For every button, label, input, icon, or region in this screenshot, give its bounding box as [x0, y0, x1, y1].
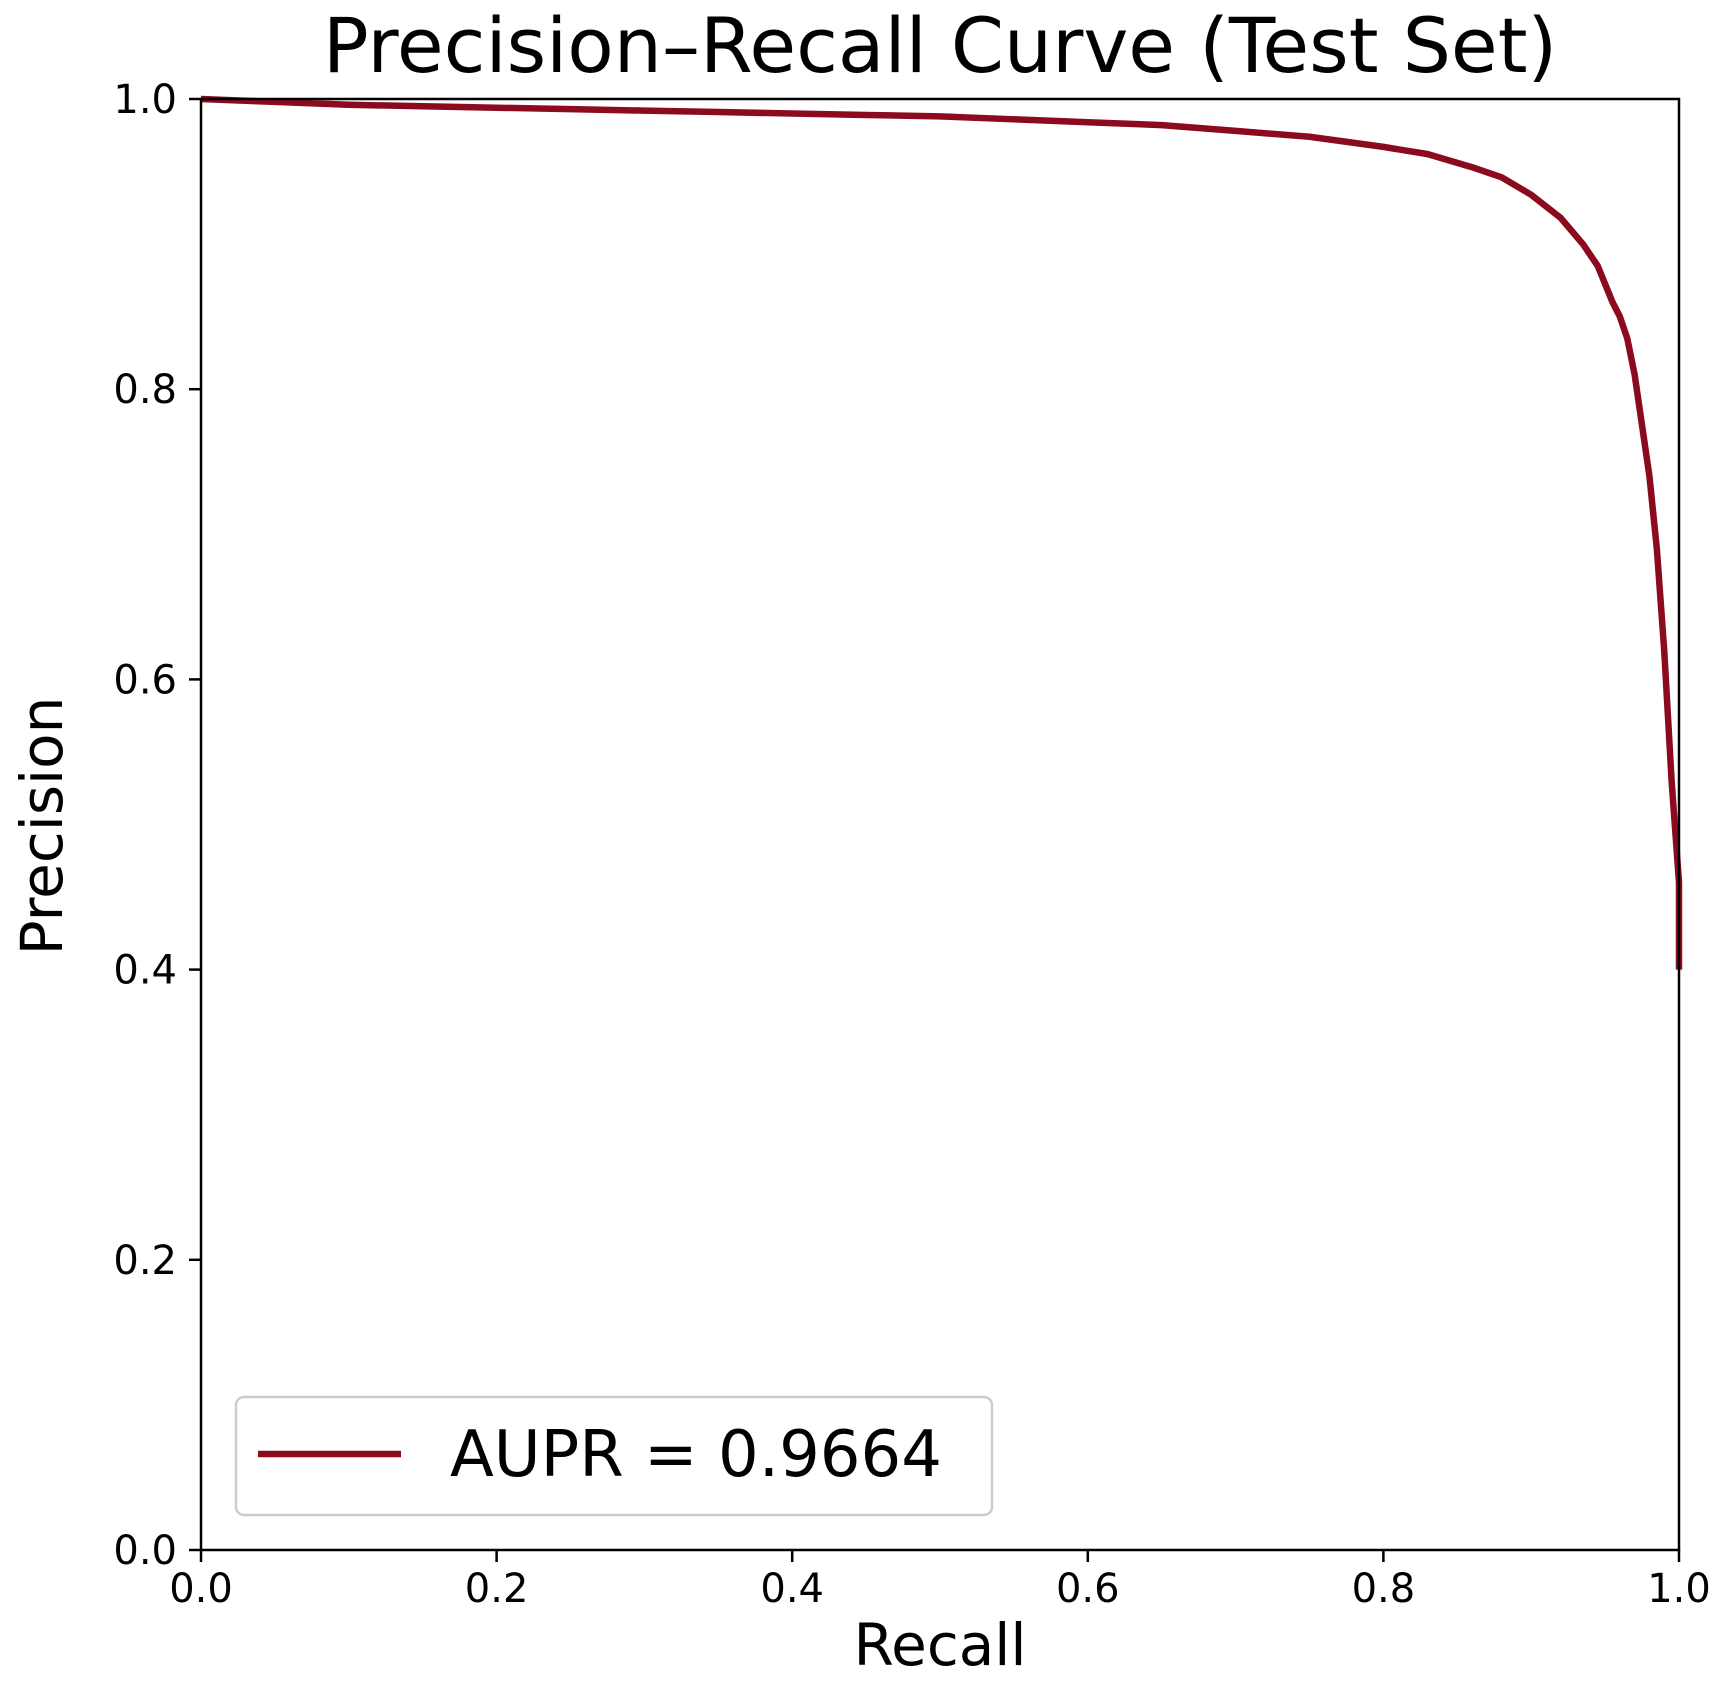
x-axis-label: Recall	[853, 1611, 1026, 1679]
x-tick-label: 0.4	[760, 1566, 824, 1612]
y-axis-ticks: 0.0 0.2 0.4 0.6 0.8 1.0	[113, 77, 201, 1574]
legend: AUPR = 0.9664	[234, 1395, 994, 1517]
x-tick-label: 0.0	[169, 1566, 233, 1612]
x-tick-label: 0.8	[1352, 1566, 1416, 1612]
plot-frame	[199, 97, 1681, 1552]
pr-curve-line	[200, 95, 1683, 970]
y-tick-label: 0.6	[113, 657, 177, 703]
chart-title: Precision–Recall Curve (Test Set)	[323, 1, 1557, 90]
y-tick-label: 0.4	[113, 948, 177, 994]
x-axis-ticks: 0.0 0.2 0.4 0.6 0.8 1.0	[169, 1550, 1711, 1612]
x-tick-label: 1.0	[1647, 1566, 1711, 1612]
y-tick-label: 0.8	[113, 367, 177, 413]
y-axis-label: Precision	[8, 697, 76, 956]
x-tick-label: 0.6	[1056, 1566, 1120, 1612]
y-tick-label: 1.0	[113, 77, 177, 123]
series-layer	[200, 95, 1683, 970]
y-tick-label: 0.0	[113, 1528, 177, 1574]
y-tick-label: 0.2	[113, 1238, 177, 1284]
legend-entry-label: AUPR = 0.9664	[450, 1418, 942, 1492]
x-tick-label: 0.2	[465, 1566, 529, 1612]
legend-box	[234, 1395, 994, 1517]
